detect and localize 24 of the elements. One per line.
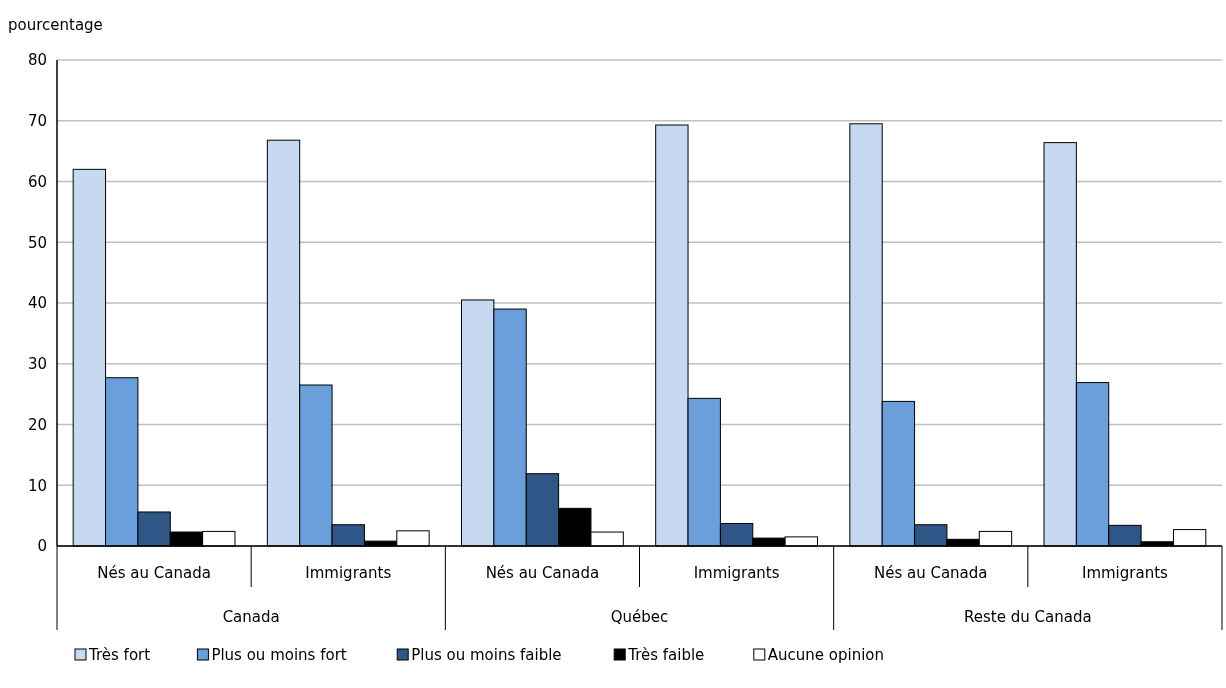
legend-label: Plus ou moins fort: [211, 646, 347, 664]
y-axis-title: pourcentage: [8, 16, 103, 34]
y-tick-label: 70: [27, 112, 47, 130]
y-tick-label: 50: [27, 233, 47, 252]
x-tick-label: Nés au Canada: [485, 564, 600, 582]
y-tick-label: 60: [27, 172, 47, 191]
x-tick-label: Immigrants: [1081, 564, 1169, 582]
x-tick-label: Nés au Canada: [873, 564, 988, 582]
x-tick-label: Nés au Canada: [97, 564, 211, 582]
text: Reste du Canada: [964, 608, 1092, 626]
x-tick-label: Immigrants: [305, 564, 392, 582]
y-tick-label: 80: [27, 51, 47, 70]
y-tick-label: 20: [27, 415, 47, 434]
y-tick-label: 10: [27, 476, 47, 495]
legend-label: Très faible: [627, 646, 705, 664]
legend-label: Très fort: [88, 646, 151, 664]
text: Québec: [610, 608, 669, 626]
y-tick-label: 40: [27, 294, 47, 313]
y-tick-label: 30: [27, 355, 47, 373]
y-tick-label: 0: [37, 537, 47, 556]
legend-label: Plus ou moins faible: [411, 646, 562, 664]
legend-label: Aucune opinion: [767, 646, 885, 664]
text: Canada: [222, 608, 280, 626]
x-tick-label: Immigrants: [693, 564, 780, 582]
